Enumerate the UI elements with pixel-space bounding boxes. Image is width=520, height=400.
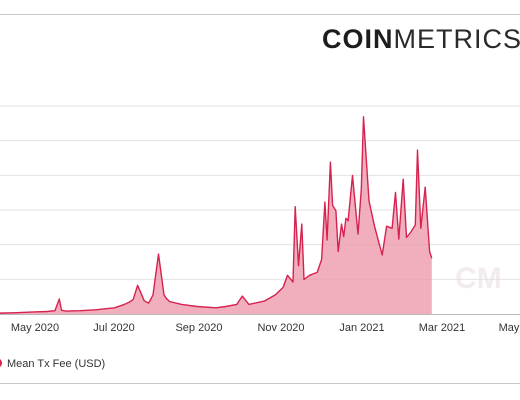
gridlines [0, 105, 520, 280]
logo-thin-text: METRICS [393, 24, 520, 54]
x-axis: May 2020 Jul 2020 Sep 2020 Nov 2020 Jan 2021… [0, 314, 520, 334]
series-layer [0, 116, 433, 314]
legend-label: Mean Tx Fee (USD) [7, 358, 106, 370]
coinmetrics-logo: COINMETRICS [322, 24, 520, 55]
watermark-text: CM [455, 262, 502, 295]
x-tick-label: May [499, 322, 520, 334]
x-tick-label: Mar 2021 [419, 322, 465, 334]
series-line [0, 116, 433, 314]
x-tick-label: Sep 2020 [175, 322, 222, 334]
legend[interactable]: Mean Tx Fee (USD) [0, 358, 105, 370]
x-tick-label: May 2020 [11, 322, 59, 334]
x-tick-label: Nov 2020 [257, 322, 304, 334]
series-area-fill [0, 116, 432, 314]
logo-bold-text: COIN [322, 24, 394, 54]
x-tick-label: Jul 2020 [93, 322, 135, 334]
x-tick-label: Jan 2021 [339, 322, 384, 334]
chart-frame [0, 14, 520, 384]
legend-swatch [0, 358, 2, 368]
